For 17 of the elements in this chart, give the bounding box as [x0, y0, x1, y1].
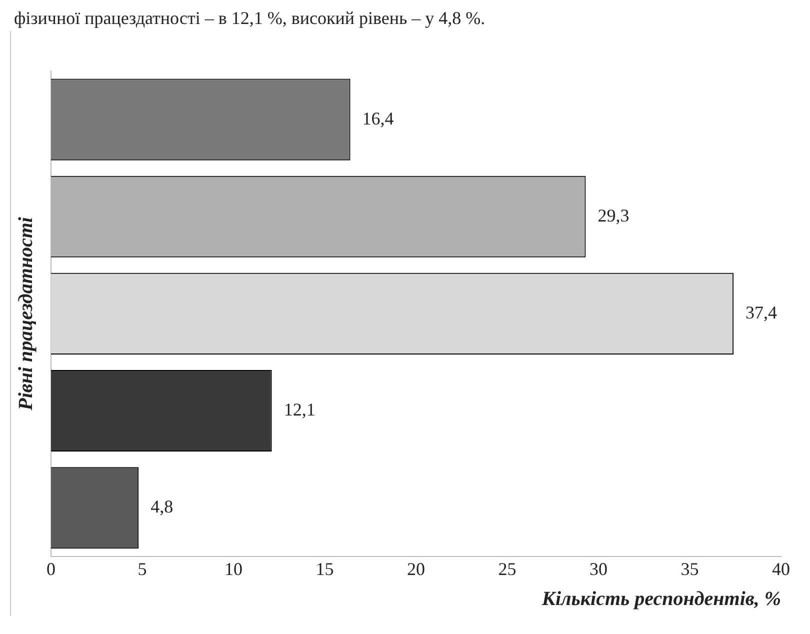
x-tick-label: 30: [590, 558, 608, 579]
data-label: 37,4: [746, 302, 778, 322]
x-tick-label: 15: [316, 558, 334, 579]
text: фізичної працездатності – в 12,1 %, високий рівень – у 4,8 %.: [14, 8, 486, 29]
x-tick-label: 20: [407, 558, 425, 579]
y-axis-title: Рівні працездатності: [15, 216, 38, 412]
x-tick-label: 35: [680, 558, 699, 579]
x-tick-label: 25: [498, 558, 516, 579]
x-tick-label: 40: [772, 558, 790, 579]
data-label: 12,1: [284, 400, 316, 420]
data-label: 29,3: [598, 205, 630, 226]
x-axis-title: Кількість респондентів, %: [540, 588, 781, 610]
x-tick-label: 5: [138, 558, 147, 579]
x-tick-label: 10: [224, 558, 242, 579]
data-label: 16,4: [362, 108, 394, 128]
x-tick-label: 0: [46, 558, 56, 579]
data-label: 4,8: [150, 496, 174, 517]
